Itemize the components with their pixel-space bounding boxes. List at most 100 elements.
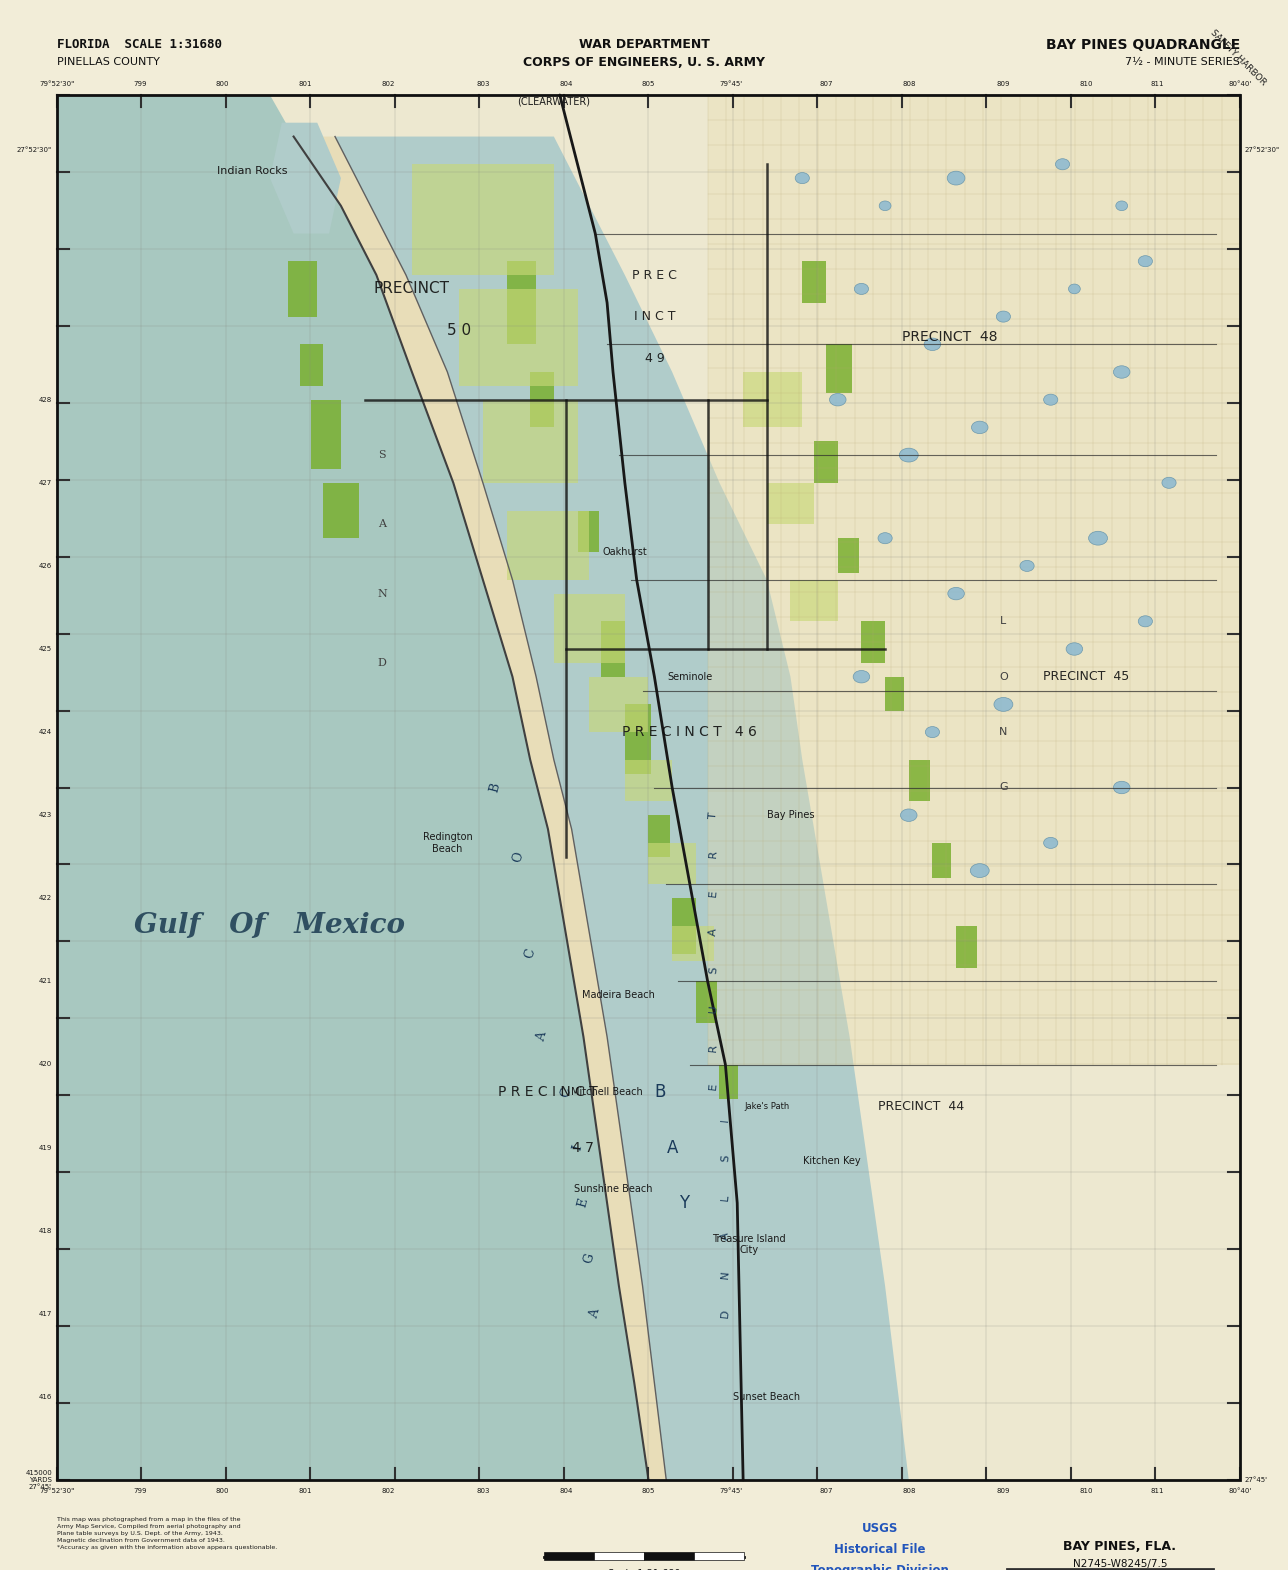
Text: 805: 805	[641, 82, 656, 86]
Text: 80°40': 80°40'	[1229, 82, 1252, 86]
Ellipse shape	[1115, 201, 1127, 210]
Text: I: I	[720, 1118, 730, 1123]
Ellipse shape	[923, 338, 940, 350]
Text: Madeira Beach: Madeira Beach	[582, 991, 656, 1000]
Text: A: A	[535, 1031, 550, 1042]
Ellipse shape	[853, 670, 869, 683]
Text: 27°52'30": 27°52'30"	[1245, 148, 1280, 154]
Bar	[594, 1553, 644, 1561]
Bar	[909, 760, 930, 801]
Ellipse shape	[1055, 159, 1069, 170]
Ellipse shape	[1043, 394, 1057, 405]
Text: 79°52'30": 79°52'30"	[40, 82, 75, 86]
Bar	[956, 926, 978, 967]
Text: BAY PINES, FLA.: BAY PINES, FLA.	[1064, 1540, 1176, 1553]
Text: R: R	[708, 849, 719, 859]
Text: N2745-W8245/7.5: N2745-W8245/7.5	[1073, 1559, 1167, 1568]
Text: 416: 416	[39, 1394, 52, 1400]
Text: 809: 809	[997, 1488, 1010, 1495]
Text: 79°52'30": 79°52'30"	[40, 1488, 75, 1495]
Text: Treasure Island
City: Treasure Island City	[712, 1234, 786, 1256]
Bar	[483, 400, 577, 484]
Text: CORPS OF ENGINEERS, U. S. ARMY: CORPS OF ENGINEERS, U. S. ARMY	[523, 55, 765, 69]
Bar	[672, 898, 696, 953]
Polygon shape	[294, 137, 666, 1481]
Text: 803: 803	[477, 1488, 489, 1495]
Ellipse shape	[854, 283, 868, 295]
Text: 417: 417	[39, 1311, 52, 1317]
Text: 27°52'30": 27°52'30"	[17, 148, 52, 154]
Bar	[743, 372, 802, 427]
Text: Redington
Beach: Redington Beach	[422, 832, 473, 854]
Text: PRECINCT  45: PRECINCT 45	[1043, 670, 1130, 683]
Text: PINELLAS COUNTY: PINELLAS COUNTY	[57, 57, 160, 68]
Bar	[590, 677, 648, 732]
Polygon shape	[57, 96, 648, 1481]
Ellipse shape	[795, 173, 809, 184]
Ellipse shape	[1069, 284, 1081, 294]
Ellipse shape	[948, 587, 965, 600]
Text: 801: 801	[299, 82, 312, 86]
Text: 79°45': 79°45'	[720, 1488, 743, 1495]
Text: E: E	[576, 1196, 591, 1209]
Text: 27°45': 27°45'	[1245, 1477, 1267, 1484]
Text: 807: 807	[819, 1488, 833, 1495]
Polygon shape	[270, 122, 341, 234]
Text: 5 0: 5 0	[447, 323, 471, 338]
Bar	[802, 261, 826, 303]
Text: (CLEARWATER): (CLEARWATER)	[518, 97, 590, 107]
Text: 426: 426	[39, 564, 52, 568]
Text: 419: 419	[39, 1145, 52, 1151]
Text: 811: 811	[1150, 82, 1164, 86]
Text: D: D	[377, 658, 386, 667]
Text: 804: 804	[559, 1488, 572, 1495]
Bar	[826, 344, 851, 392]
Text: 800: 800	[216, 82, 229, 86]
Bar	[672, 926, 714, 961]
Bar	[460, 289, 577, 386]
Bar	[625, 760, 672, 801]
Text: Seminole: Seminole	[667, 672, 712, 681]
Bar	[577, 510, 599, 553]
Text: 7½ - MINUTE SERIES: 7½ - MINUTE SERIES	[1126, 57, 1240, 68]
Text: G: G	[999, 782, 1007, 793]
Text: 807: 807	[819, 82, 833, 86]
Text: Jake's Path: Jake's Path	[744, 1102, 790, 1110]
Bar	[323, 484, 358, 539]
Text: 808: 808	[902, 1488, 916, 1495]
Text: 800: 800	[216, 1488, 229, 1495]
Text: 4 7: 4 7	[572, 1140, 594, 1154]
Bar	[554, 593, 625, 663]
Text: C: C	[523, 947, 537, 959]
Text: 810: 810	[1079, 82, 1094, 86]
Bar	[648, 843, 696, 884]
Bar	[862, 622, 885, 663]
Bar	[287, 261, 317, 317]
Ellipse shape	[1139, 615, 1153, 626]
Text: PRECINCT  48: PRECINCT 48	[903, 330, 998, 344]
Text: Oakhurst: Oakhurst	[603, 546, 647, 557]
Text: WAR DEPARTMENT: WAR DEPARTMENT	[578, 39, 710, 52]
Text: SAFETY HARBOR: SAFETY HARBOR	[1208, 28, 1267, 88]
Text: P R E C I N C T: P R E C I N C T	[498, 1085, 598, 1099]
Bar	[312, 400, 341, 469]
Bar	[933, 843, 952, 878]
Text: 808: 808	[902, 82, 916, 86]
Text: 811: 811	[1150, 1488, 1164, 1495]
Text: A: A	[587, 1308, 603, 1320]
Text: 799: 799	[133, 1488, 147, 1495]
Text: D: D	[720, 1309, 730, 1319]
Text: O: O	[999, 672, 1007, 681]
Ellipse shape	[878, 532, 893, 543]
Bar	[506, 510, 590, 579]
Ellipse shape	[925, 727, 939, 738]
Ellipse shape	[829, 394, 846, 407]
Bar	[412, 165, 554, 275]
Bar	[300, 344, 323, 386]
Text: S: S	[379, 451, 386, 460]
Text: L: L	[720, 1193, 730, 1201]
Text: 804: 804	[559, 82, 572, 86]
Text: G: G	[582, 1251, 596, 1265]
Text: 418: 418	[39, 1228, 52, 1234]
Ellipse shape	[899, 447, 918, 462]
